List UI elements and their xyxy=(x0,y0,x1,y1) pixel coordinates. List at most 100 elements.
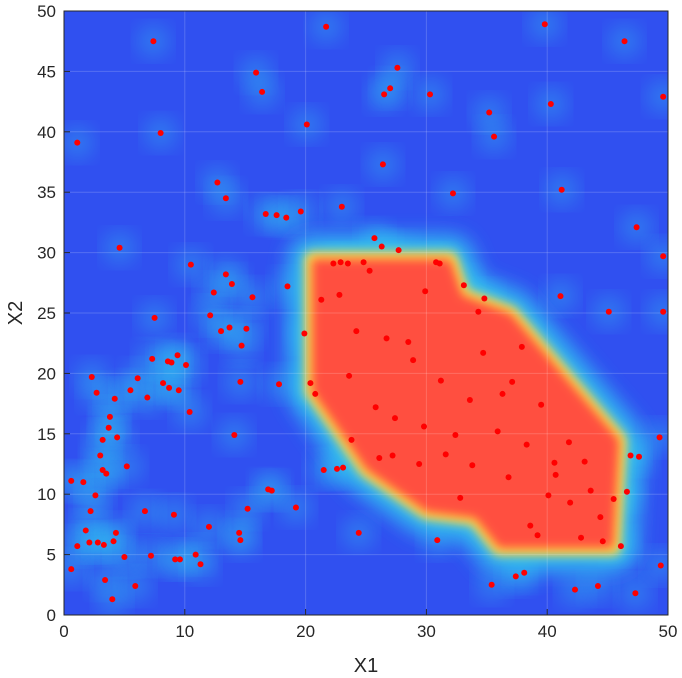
x-tick-label-1: 10 xyxy=(175,622,194,641)
data-point-135 xyxy=(558,186,565,193)
data-point-104 xyxy=(394,64,401,71)
data-point-57 xyxy=(222,271,229,278)
y-tick-label-7: 35 xyxy=(37,183,56,202)
data-point-175 xyxy=(597,514,604,521)
data-point-162 xyxy=(494,428,501,435)
data-point-165 xyxy=(581,458,588,465)
data-point-131 xyxy=(545,492,552,499)
data-point-160 xyxy=(437,377,444,384)
halo-153 xyxy=(647,80,668,113)
data-point-37 xyxy=(157,130,164,137)
data-point-153 xyxy=(660,93,667,100)
data-point-141 xyxy=(599,538,606,545)
data-point-51 xyxy=(197,561,204,568)
data-point-22 xyxy=(111,395,118,402)
data-point-71 xyxy=(262,210,269,217)
data-point-87 xyxy=(330,260,337,267)
data-point-79 xyxy=(297,208,304,215)
data-point-75 xyxy=(276,381,283,388)
data-point-49 xyxy=(187,261,194,268)
plot-area xyxy=(64,11,668,615)
data-point-148 xyxy=(632,590,639,597)
data-point-158 xyxy=(383,335,390,342)
data-point-16 xyxy=(102,576,109,583)
data-point-3 xyxy=(74,543,81,550)
data-point-21 xyxy=(110,538,117,545)
y-tick-label-1: 5 xyxy=(47,546,56,565)
data-point-17 xyxy=(103,470,110,477)
data-point-103 xyxy=(389,452,396,459)
data-point-155 xyxy=(660,308,667,315)
data-point-166 xyxy=(346,372,353,379)
data-point-32 xyxy=(144,394,151,401)
data-point-173 xyxy=(538,401,545,408)
data-point-55 xyxy=(214,179,221,186)
data-point-92 xyxy=(344,260,351,267)
data-point-171 xyxy=(480,349,487,356)
data-point-156 xyxy=(336,291,343,298)
data-point-86 xyxy=(323,23,330,30)
data-point-100 xyxy=(379,161,386,168)
data-point-43 xyxy=(172,556,179,563)
data-point-27 xyxy=(123,463,130,470)
data-point-36 xyxy=(151,314,158,321)
data-point-129 xyxy=(534,532,541,539)
data-point-123 xyxy=(499,390,506,397)
data-point-4 xyxy=(80,479,87,486)
data-point-172 xyxy=(509,378,516,385)
data-point-117 xyxy=(469,462,476,469)
data-point-9 xyxy=(92,492,99,499)
data-point-62 xyxy=(236,529,243,536)
data-point-164 xyxy=(552,471,559,478)
y-tick-label-3: 15 xyxy=(37,425,56,444)
data-point-128 xyxy=(527,522,534,529)
y-tick-label-4: 20 xyxy=(37,364,56,383)
data-point-2 xyxy=(74,139,81,146)
data-point-77 xyxy=(284,283,291,290)
data-point-133 xyxy=(551,459,558,466)
data-point-107 xyxy=(416,461,423,467)
data-point-35 xyxy=(150,38,157,45)
data-point-122 xyxy=(491,133,498,140)
data-point-25 xyxy=(116,244,123,251)
data-point-91 xyxy=(340,464,347,471)
grid xyxy=(64,11,668,615)
data-point-23 xyxy=(112,529,119,536)
data-point-54 xyxy=(210,289,217,296)
data-point-45 xyxy=(175,387,182,394)
data-point-167 xyxy=(372,404,379,411)
data-point-29 xyxy=(132,583,139,590)
data-point-53 xyxy=(207,312,214,319)
data-points xyxy=(68,21,667,603)
data-point-85 xyxy=(320,467,327,474)
data-point-50 xyxy=(192,551,199,558)
data-point-13 xyxy=(99,436,106,443)
data-point-56 xyxy=(218,328,225,335)
data-point-150 xyxy=(636,453,643,460)
data-point-126 xyxy=(518,343,525,350)
data-point-68 xyxy=(249,294,256,301)
data-point-19 xyxy=(106,413,113,420)
data-point-169 xyxy=(420,423,427,430)
data-point-28 xyxy=(127,387,134,394)
y-axis-ticks: 0 5 10 15 20 25 30 35 40 45 50 xyxy=(37,2,70,625)
data-point-119 xyxy=(481,295,488,302)
data-point-61 xyxy=(231,432,238,439)
y-tick-label-8: 40 xyxy=(37,123,56,142)
data-point-132 xyxy=(547,101,554,108)
data-point-83 xyxy=(312,390,319,397)
data-point-127 xyxy=(521,569,528,576)
x-tick-label-3: 30 xyxy=(417,622,436,641)
data-point-67 xyxy=(244,505,251,512)
data-point-152 xyxy=(657,562,664,569)
halo-154 xyxy=(647,240,668,273)
data-point-26 xyxy=(121,554,128,561)
data-point-52 xyxy=(205,523,212,530)
data-point-93 xyxy=(348,436,355,443)
x-tick-label-0: 0 xyxy=(59,622,68,641)
data-point-10 xyxy=(93,389,100,396)
data-point-147 xyxy=(627,452,634,459)
data-point-70 xyxy=(259,88,266,95)
data-point-145 xyxy=(621,38,628,45)
data-point-31 xyxy=(141,508,148,515)
